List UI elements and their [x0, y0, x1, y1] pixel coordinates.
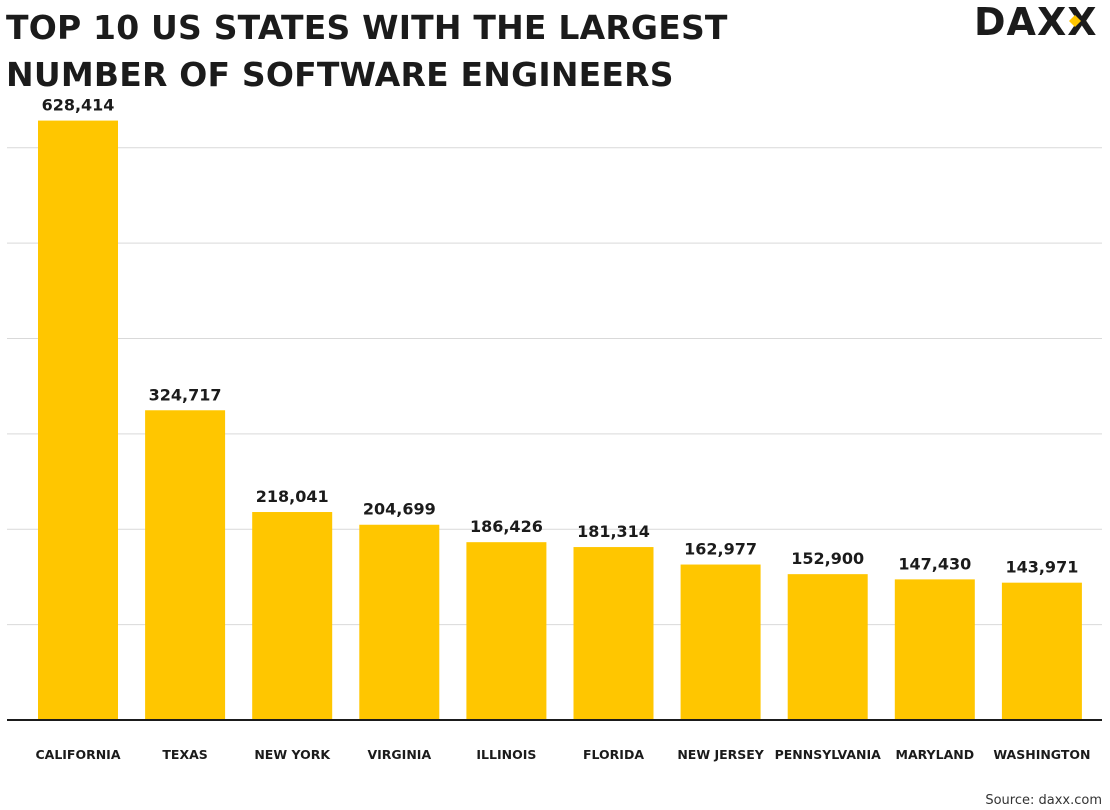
bar [359, 524, 440, 720]
bar [787, 574, 868, 720]
bar-value-label: 147,430 [898, 554, 971, 573]
bar-value-label: 628,414 [42, 96, 115, 115]
category-label: PENNSYLVANIA [775, 747, 882, 762]
category-label: FLORIDA [583, 747, 644, 762]
bar [38, 120, 118, 720]
chart-title-line-2: NUMBER OF SOFTWARE ENGINEERS [6, 55, 674, 94]
bars [38, 120, 1082, 720]
bar-value-label: 152,900 [791, 549, 864, 568]
bar-value-label: 218,041 [256, 487, 329, 506]
category-label: WASHINGTON [993, 747, 1090, 762]
category-label: TEXAS [162, 747, 207, 762]
bar [573, 547, 654, 720]
bar [252, 512, 333, 720]
bar-value-label: 143,971 [1005, 558, 1078, 577]
category-label: NEW JERSEY [677, 747, 764, 762]
bar [894, 579, 975, 720]
bar-value-label: 162,977 [684, 540, 757, 559]
category-label: ILLINOIS [476, 747, 536, 762]
bar [145, 410, 226, 720]
category-label: NEW YORK [254, 747, 331, 762]
bar-value-label: 204,699 [363, 500, 436, 519]
chart-title: TOP 10 US STATES WITH THE LARGEST NUMBER… [6, 4, 728, 98]
bar [466, 542, 547, 720]
category-label: MARYLAND [896, 747, 975, 762]
bar-value-label: 186,426 [470, 517, 543, 536]
bar-value-label: 324,717 [149, 385, 222, 404]
value-labels: 628,414 324,717 218,041 204,699 186,426 181,3… [42, 96, 1079, 577]
category-labels: CALIFORNIA TEXAS NEW YORK VIRGINIA ILLINOIS F… [35, 747, 1090, 762]
bar [1001, 582, 1082, 720]
bar-value-label: 181,314 [577, 522, 650, 541]
category-label: CALIFORNIA [35, 747, 120, 762]
daxx-logo: DAXX [974, 2, 1097, 42]
category-label: VIRGINIA [367, 747, 431, 762]
logo-accent-diamond [1069, 15, 1081, 27]
chart-title-line-1: TOP 10 US STATES WITH THE LARGEST [6, 8, 728, 47]
bar [680, 564, 761, 720]
source-note: Source: daxx.com [985, 793, 1102, 808]
